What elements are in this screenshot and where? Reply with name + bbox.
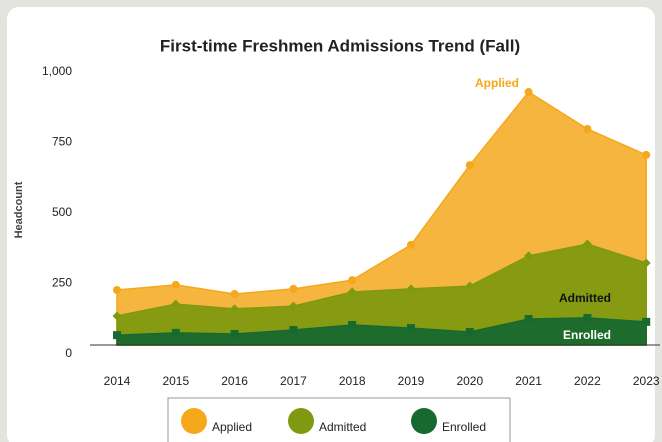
x-tick-label: 2017 xyxy=(280,374,307,388)
marker xyxy=(171,328,180,337)
marker xyxy=(407,240,415,249)
series-label: Enrolled xyxy=(563,328,611,342)
marker xyxy=(407,324,415,333)
marker xyxy=(642,150,651,159)
y-tick-label: 0 xyxy=(65,346,72,360)
marker xyxy=(348,276,357,285)
x-tick-label: 2016 xyxy=(221,374,248,388)
marker xyxy=(347,287,357,297)
x-tick-label: 2022 xyxy=(574,374,601,388)
y-axis-label: Headcount xyxy=(13,181,25,238)
marker xyxy=(583,124,592,133)
series-label: Applied xyxy=(475,76,519,90)
marker xyxy=(289,284,298,293)
marker xyxy=(524,251,534,261)
marker xyxy=(465,161,474,170)
marker xyxy=(406,284,416,294)
marker xyxy=(465,328,474,337)
marker xyxy=(171,280,180,289)
marker xyxy=(112,311,122,321)
marker xyxy=(230,289,239,298)
legend-label: Admitted xyxy=(319,420,366,434)
y-tick-label: 1,000 xyxy=(42,64,72,78)
marker xyxy=(289,326,298,335)
y-tick-label: 250 xyxy=(52,276,72,290)
marker xyxy=(583,313,592,322)
legend-label: Applied xyxy=(212,420,252,434)
x-tick-label: 2021 xyxy=(515,374,542,388)
x-tick-label: 2014 xyxy=(104,374,131,388)
legend-box xyxy=(167,397,511,442)
marker xyxy=(524,88,533,97)
marker xyxy=(113,331,121,340)
marker xyxy=(288,301,298,311)
x-tick-label: 2023 xyxy=(633,374,660,388)
y-tick-label: 500 xyxy=(52,205,72,219)
marker xyxy=(642,317,651,326)
series-label: Admitted xyxy=(559,291,611,305)
legend-label: Enrolled xyxy=(442,420,486,434)
marker xyxy=(230,304,240,314)
marker xyxy=(348,320,357,329)
legend-swatch xyxy=(411,408,437,434)
x-tick-label: 2015 xyxy=(162,374,189,388)
marker xyxy=(641,258,651,268)
legend-swatch xyxy=(181,408,207,434)
marker xyxy=(582,239,592,249)
y-tick-label: 750 xyxy=(52,135,72,149)
x-tick-label: 2019 xyxy=(398,374,425,388)
marker xyxy=(524,315,533,324)
chart-title: First-time Freshmen Admissions Trend (Fa… xyxy=(160,36,520,55)
x-tick-label: 2018 xyxy=(339,374,366,388)
marker xyxy=(113,286,121,295)
marker xyxy=(171,299,181,309)
legend-swatch xyxy=(288,408,314,434)
marker xyxy=(465,281,475,291)
marker xyxy=(230,330,239,339)
x-tick-label: 2020 xyxy=(456,374,483,388)
